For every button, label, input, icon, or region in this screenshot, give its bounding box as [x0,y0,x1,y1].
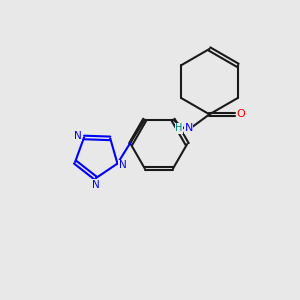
Text: N: N [119,160,127,170]
Text: N: N [92,180,100,190]
Text: O: O [237,109,246,119]
Text: N: N [74,131,81,141]
Text: N: N [184,123,193,133]
Text: H: H [175,123,182,133]
